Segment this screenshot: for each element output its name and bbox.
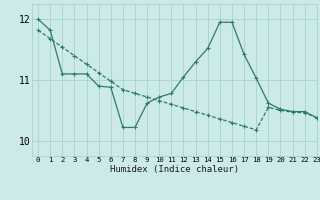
X-axis label: Humidex (Indice chaleur): Humidex (Indice chaleur) bbox=[110, 165, 239, 174]
